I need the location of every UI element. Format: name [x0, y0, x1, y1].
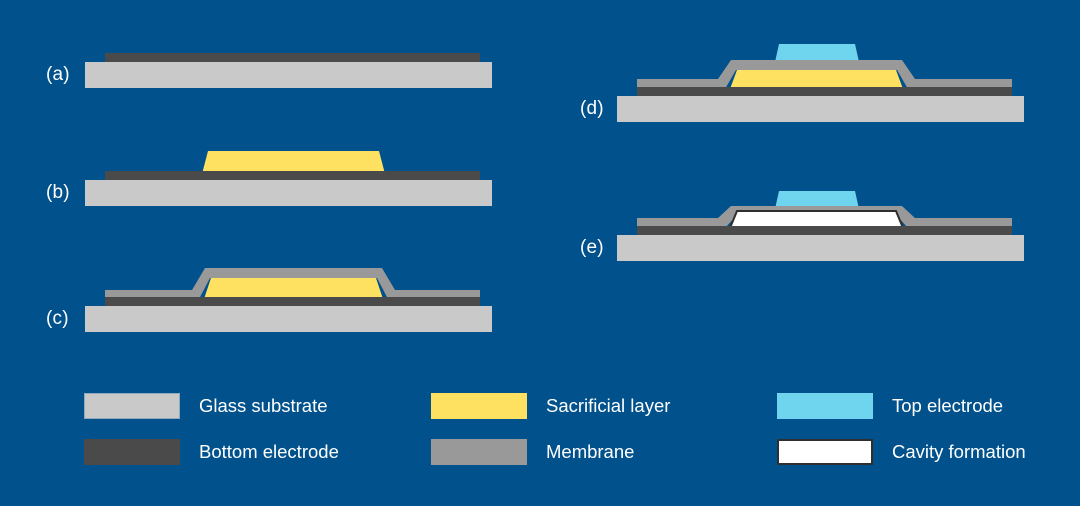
- panel-label-b: (b): [46, 182, 70, 203]
- legend-swatch-bottom-electrode: [84, 439, 180, 465]
- panel-label-d: (d): [580, 98, 604, 119]
- legend-label-sacrificial-layer: Sacrificial layer: [546, 395, 671, 416]
- panel-a: [85, 53, 492, 88]
- panel-d: [617, 44, 1024, 122]
- panel-c-sacrificial-layer: [204, 278, 383, 299]
- panel-c-glass-substrate: [85, 306, 492, 332]
- panel-label-a: (a): [46, 64, 70, 85]
- legend-label-cavity-formation: Cavity formation: [892, 441, 1026, 462]
- panel-c-membrane: [105, 268, 480, 299]
- legend-swatch-membrane: [431, 439, 527, 465]
- panel-label-e: (e): [580, 237, 604, 258]
- legend-swatch-glass-substrate: [84, 393, 180, 419]
- legend-label-membrane: Membrane: [546, 441, 635, 462]
- panel-a-glass-substrate: [85, 62, 492, 88]
- panel-e-cavity-formation: [728, 210, 905, 229]
- panel-e-glass-substrate: [617, 235, 1024, 261]
- panel-e: [617, 191, 1024, 261]
- legend-item-bottom-electrode: Bottom electrode: [84, 439, 339, 465]
- panel-d-sacrificial-layer: [730, 70, 903, 89]
- panel-b: [85, 151, 492, 206]
- panel-e-top-electrode: [775, 191, 859, 209]
- panel-e-bottom-electrode: [637, 226, 1012, 237]
- panel-d-bottom-electrode: [637, 87, 1012, 98]
- panel-d-glass-substrate: [617, 96, 1024, 122]
- panel-d-membrane: [637, 60, 1012, 89]
- panel-b-glass-substrate: [85, 180, 492, 206]
- legend-label-bottom-electrode: Bottom electrode: [199, 441, 339, 462]
- panel-b-bottom-electrode: [105, 171, 480, 182]
- legend-item-sacrificial-layer: Sacrificial layer: [431, 393, 670, 419]
- panel-e-membrane: [637, 206, 1012, 228]
- panel-c: [85, 268, 492, 332]
- legend-label-top-electrode: Top electrode: [892, 395, 1004, 416]
- legend-item-membrane: Membrane: [431, 439, 634, 465]
- legend-swatch-top-electrode: [777, 393, 873, 419]
- legend-label-glass-substrate: Glass substrate: [199, 395, 328, 416]
- panel-a-bottom-electrode: [105, 53, 480, 64]
- panel-d-top-electrode: [775, 44, 859, 62]
- legend-item-top-electrode: Top electrode: [777, 393, 1003, 419]
- panel-b-sacrificial-layer: [202, 151, 385, 174]
- panel-c-bottom-electrode: [105, 297, 480, 308]
- legend-swatch-cavity-formation: [777, 439, 873, 465]
- legend-swatch-sacrificial-layer: [431, 393, 527, 419]
- legend-item-cavity-formation: Cavity formation: [777, 439, 1026, 465]
- legend-item-glass-substrate: Glass substrate: [84, 393, 328, 419]
- panel-label-c: (c): [46, 308, 69, 329]
